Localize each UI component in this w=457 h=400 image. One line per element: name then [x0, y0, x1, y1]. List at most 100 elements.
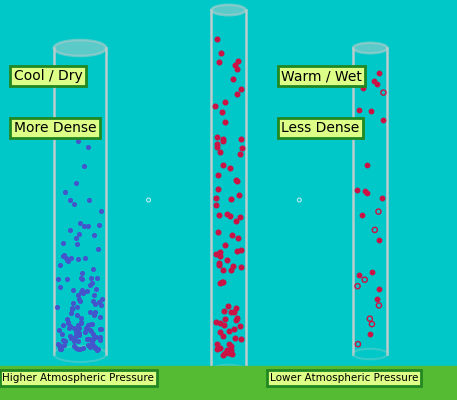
- Point: [88, 279, 96, 286]
- Point: [87, 344, 94, 350]
- Point: [70, 200, 77, 207]
- Point: [219, 267, 227, 273]
- Point: [228, 350, 235, 357]
- Point: [76, 219, 83, 226]
- Point: [62, 255, 69, 261]
- Text: Cool / Dry: Cool / Dry: [14, 69, 82, 83]
- Point: [228, 232, 235, 238]
- Point: [234, 66, 241, 72]
- Point: [79, 287, 86, 294]
- Point: [145, 197, 152, 203]
- Point: [216, 262, 223, 268]
- Ellipse shape: [353, 349, 388, 359]
- Point: [213, 134, 220, 140]
- Point: [84, 144, 91, 150]
- Point: [89, 266, 96, 272]
- Point: [228, 309, 235, 315]
- Point: [234, 178, 241, 184]
- Point: [213, 346, 220, 352]
- Point: [90, 336, 97, 342]
- Point: [76, 298, 84, 304]
- Point: [95, 299, 102, 306]
- Point: [217, 320, 224, 326]
- Text: More Dense: More Dense: [14, 121, 96, 135]
- Point: [213, 341, 221, 348]
- Bar: [211, 10, 246, 370]
- Point: [361, 188, 368, 194]
- Point: [56, 345, 64, 352]
- Point: [215, 212, 223, 218]
- Point: [363, 190, 371, 196]
- Point: [225, 303, 232, 310]
- Point: [353, 187, 361, 194]
- Point: [74, 137, 81, 144]
- Point: [90, 331, 97, 337]
- Point: [60, 342, 67, 348]
- Point: [221, 242, 228, 249]
- Point: [75, 296, 82, 302]
- Point: [217, 253, 224, 259]
- Ellipse shape: [353, 43, 388, 53]
- Bar: [54, 48, 106, 354]
- Point: [238, 86, 245, 92]
- Point: [81, 222, 88, 229]
- Point: [94, 347, 101, 353]
- Point: [220, 352, 227, 358]
- Point: [78, 270, 85, 276]
- Point: [84, 288, 91, 294]
- Point: [60, 253, 67, 259]
- Point: [98, 302, 105, 308]
- Ellipse shape: [211, 365, 246, 375]
- Point: [212, 195, 219, 201]
- Point: [57, 346, 64, 352]
- Point: [77, 274, 85, 281]
- Point: [78, 318, 85, 325]
- Point: [371, 78, 378, 84]
- Point: [215, 59, 223, 66]
- Point: [214, 144, 221, 150]
- Point: [227, 266, 234, 273]
- Point: [87, 275, 95, 282]
- Point: [237, 136, 244, 142]
- Point: [76, 346, 84, 352]
- Point: [219, 332, 226, 339]
- Point: [375, 302, 383, 308]
- Point: [57, 262, 64, 268]
- Point: [232, 317, 239, 324]
- Point: [90, 298, 97, 304]
- Point: [73, 241, 80, 248]
- Point: [67, 197, 74, 204]
- Point: [223, 211, 230, 218]
- Point: [237, 151, 244, 158]
- Point: [356, 272, 363, 278]
- Point: [375, 208, 382, 215]
- Point: [74, 292, 81, 299]
- Point: [92, 301, 99, 308]
- Point: [64, 258, 71, 265]
- Point: [66, 325, 73, 331]
- Point: [234, 248, 241, 254]
- Point: [375, 285, 383, 292]
- Point: [89, 342, 96, 348]
- Point: [213, 251, 220, 258]
- Point: [89, 320, 96, 327]
- Point: [225, 341, 233, 347]
- Point: [380, 89, 387, 96]
- Point: [371, 227, 378, 233]
- Point: [230, 326, 238, 333]
- Point: [228, 342, 235, 349]
- Point: [216, 260, 223, 266]
- Point: [226, 213, 234, 219]
- Point: [70, 338, 78, 344]
- Point: [84, 336, 91, 342]
- Point: [96, 326, 103, 332]
- Point: [77, 315, 85, 322]
- Point: [216, 280, 223, 286]
- Point: [233, 91, 240, 97]
- Point: [85, 322, 92, 328]
- Point: [215, 186, 222, 192]
- Point: [61, 188, 69, 195]
- Point: [66, 333, 74, 339]
- Point: [63, 316, 70, 322]
- Point: [69, 287, 77, 294]
